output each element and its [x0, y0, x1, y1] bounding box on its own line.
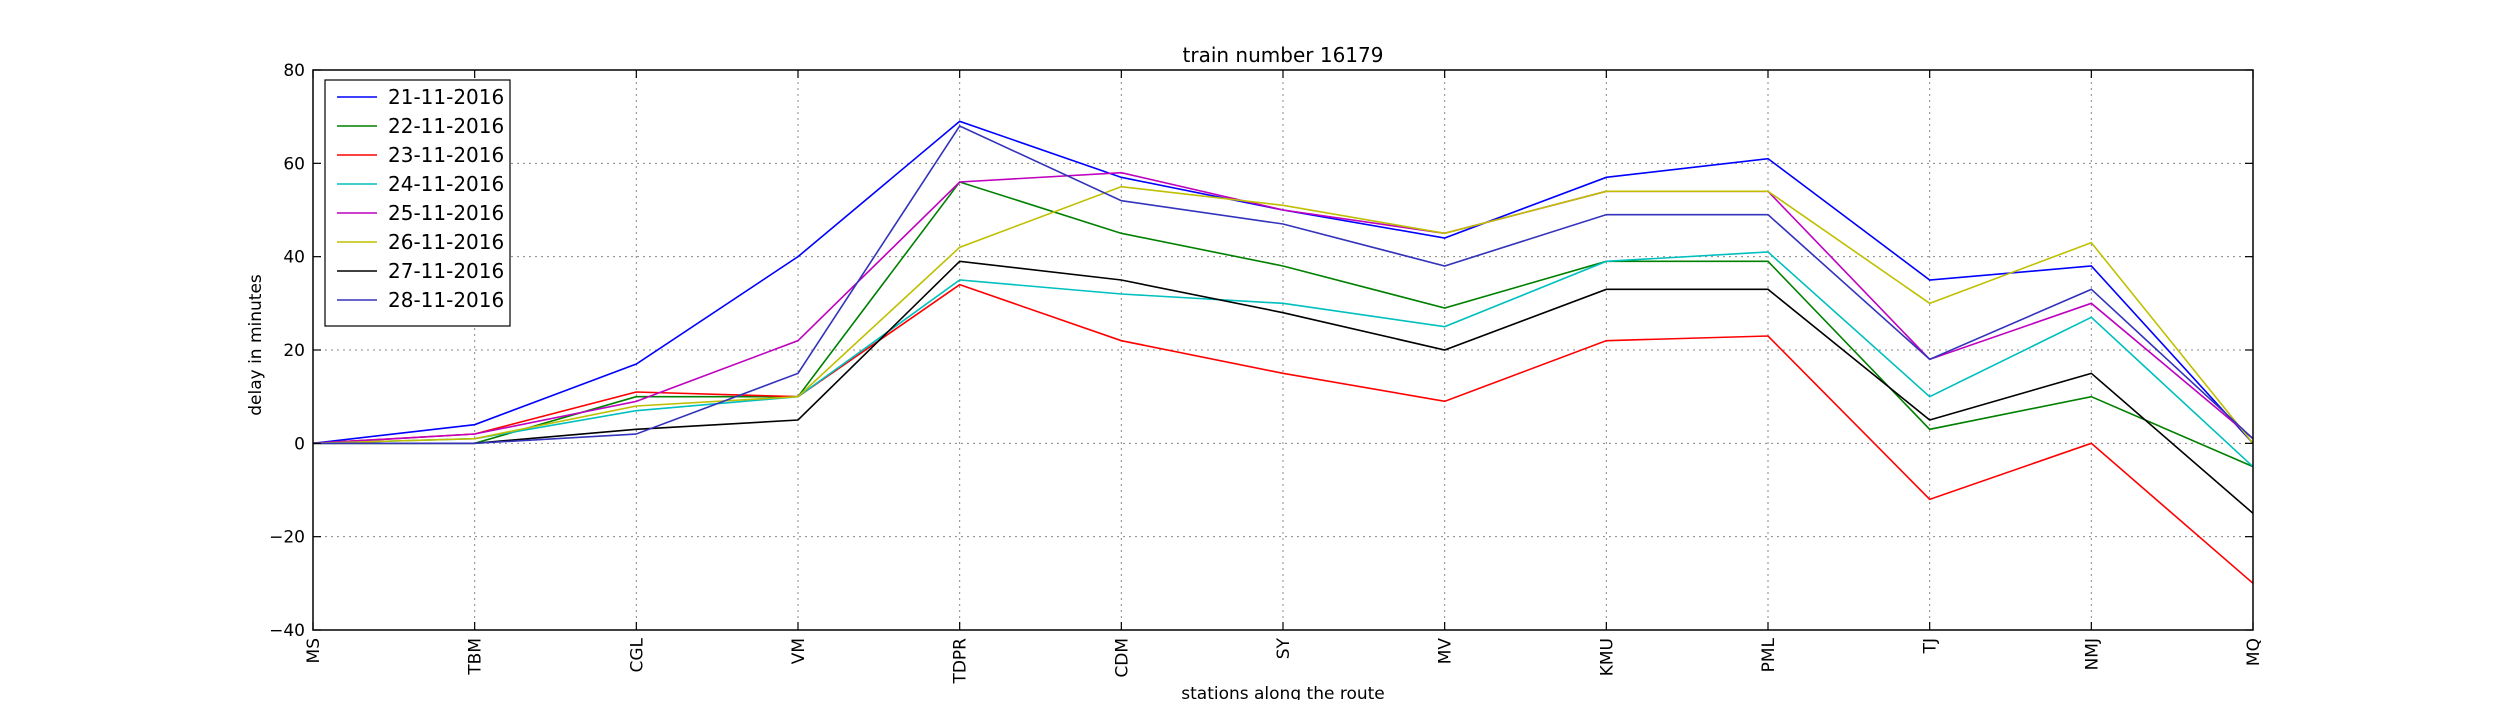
y-tick-label: 60 [283, 154, 305, 174]
series-line [313, 260, 2254, 514]
x-tick-label: NMJ [2082, 638, 2102, 670]
legend-label: 24-11-2016 [388, 172, 504, 196]
series-line [313, 124, 2254, 445]
series-line [312, 171, 2254, 445]
legend: 21-11-2016 22-11-2016 23-11-2016 24-11-2016… [324, 79, 511, 327]
legend-label: 28-11-2016 [388, 288, 504, 312]
x-tick-label: TDPR [951, 638, 971, 685]
y-tick-label: 20 [283, 341, 305, 361]
x-tick-label: VM [789, 638, 809, 664]
x-tick-label: TBM [466, 638, 486, 676]
x-tick-label: CDM [1112, 638, 1132, 678]
series-line [313, 181, 2254, 468]
legend-box [324, 79, 511, 327]
y-tick-label: −20 [269, 528, 305, 548]
legend-label: 21-11-2016 [388, 85, 504, 109]
legend-label: 22-11-2016 [388, 114, 504, 138]
x-tick-label: MV [1436, 638, 1456, 665]
chart-title: train number 16179 [1183, 43, 1384, 67]
legend-label: 27-11-2016 [388, 259, 504, 283]
tick-layer: −40 −20 0 20 40 60 80 MS TBM CGL VM TDPR CDM SY MV KMU P… [269, 61, 2264, 685]
y-tick-label: 40 [283, 248, 305, 268]
series-line [312, 283, 2254, 584]
y-axis-label: delay in minutes [246, 274, 266, 416]
x-tick-label: SY [1274, 637, 1294, 659]
y-tick-label: 80 [283, 61, 305, 81]
legend-label: 23-11-2016 [388, 143, 504, 167]
x-tick-label: MQ [2244, 638, 2264, 666]
x-tick-label: PML [1759, 637, 1779, 672]
legend-label: 25-11-2016 [388, 201, 504, 225]
grid-layer [312, 69, 2254, 631]
y-tick-label: −40 [269, 621, 305, 641]
x-tick-label: TJ [1921, 638, 1941, 654]
series-line [312, 185, 2254, 445]
x-axis-label: stations along the route [1181, 684, 1385, 700]
y-tick-label: 0 [294, 434, 305, 454]
x-tick-label: CGL [627, 637, 647, 672]
series-line [312, 251, 2254, 468]
legend-label: 26-11-2016 [388, 230, 504, 254]
x-tick-label: KMU [1597, 638, 1617, 676]
x-tick-label: MS [304, 638, 324, 663]
series-layer [312, 120, 2254, 584]
